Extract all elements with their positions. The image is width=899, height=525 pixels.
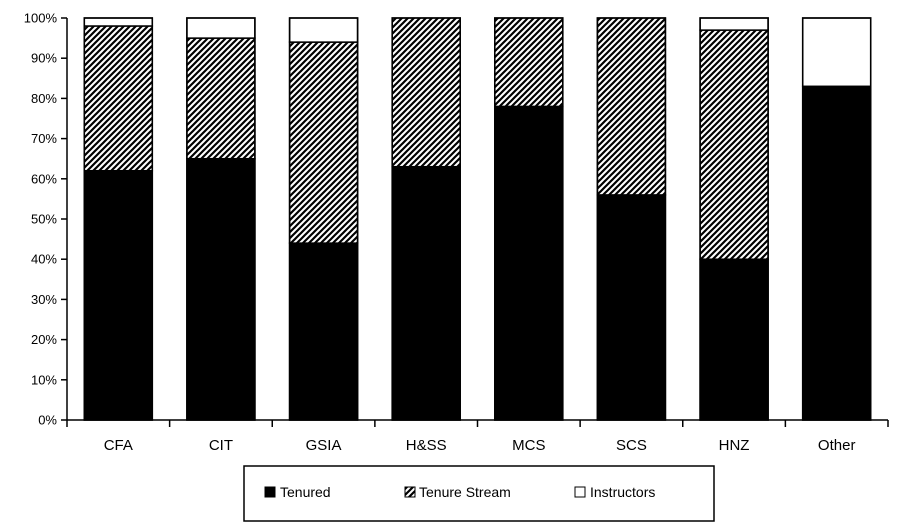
bar-hnz-tenure-stream: [699, 29, 769, 260]
bar-gsia-instructors: [288, 17, 359, 43]
x-tick-label-cit: CIT: [209, 437, 233, 454]
bars-layer: [83, 17, 872, 421]
legend-swatch-tenure-stream: [404, 486, 416, 498]
bar-mcs-tenured: [494, 105, 564, 421]
x-tick-label-gsia: GSIA: [306, 437, 342, 454]
bar-hnz-instructors: [699, 17, 769, 31]
legend-swatch-instructors: [574, 486, 586, 498]
bar-other-instructors: [801, 17, 872, 88]
bar-mcs-tenure-stream: [494, 17, 564, 108]
bar-cfa-tenured: [83, 170, 154, 421]
legend: Tenured Tenure Stream Instructors: [243, 465, 715, 522]
y-tick-label: 70%: [31, 131, 57, 146]
y-tick-label: 0%: [38, 413, 57, 428]
bar-other-tenured: [801, 85, 872, 421]
x-tick-label-cfa: CFA: [104, 437, 133, 454]
bar-scs-tenured: [596, 194, 667, 421]
y-tick-label: 50%: [31, 212, 57, 227]
x-axis: CFA CIT GSIA H&SS MCS SCS HNZ Other: [66, 419, 889, 454]
y-tick-label: 40%: [31, 252, 57, 267]
bar-cfa-tenure-stream: [83, 25, 154, 172]
legend-label-instructors: Instructors: [590, 484, 655, 500]
y-axis: 0% 10% 20% 30% 40% 50% 60% 70% 80% 90% 100%: [24, 11, 68, 428]
y-tick-label: 30%: [31, 292, 57, 307]
y-tick-label: 10%: [31, 372, 57, 387]
legend-swatch-tenured: [264, 486, 276, 498]
x-tick-label-scs: SCS: [616, 437, 647, 454]
bar-cit-instructors: [186, 17, 256, 39]
bar-h-ss-tenure-stream: [391, 17, 461, 168]
legend-label-tenure-stream: Tenure Stream: [419, 484, 511, 500]
x-tick-label-hnz: HNZ: [719, 437, 750, 454]
bar-hnz-tenured: [699, 258, 769, 421]
bar-h-ss-tenured: [391, 165, 461, 421]
y-tick-label: 90%: [31, 51, 57, 66]
y-tick-label: 100%: [24, 11, 58, 26]
legend-frame: [243, 465, 715, 522]
bar-cit-tenured: [186, 157, 256, 421]
bar-gsia-tenure-stream: [288, 41, 359, 244]
x-tick-label-mcs: MCS: [512, 437, 545, 454]
x-tick-label-other: Other: [818, 437, 856, 454]
bar-cit-tenure-stream: [186, 37, 256, 160]
bar-scs-tenure-stream: [596, 17, 667, 196]
bar-gsia-tenured: [288, 242, 359, 421]
bar-cfa-instructors: [83, 17, 154, 27]
x-tick-label-h-ss: H&SS: [406, 437, 447, 454]
y-tick-label: 20%: [31, 332, 57, 347]
legend-label-tenured: Tenured: [280, 484, 331, 500]
y-tick-label: 60%: [31, 171, 57, 186]
y-tick-label: 80%: [31, 91, 57, 106]
